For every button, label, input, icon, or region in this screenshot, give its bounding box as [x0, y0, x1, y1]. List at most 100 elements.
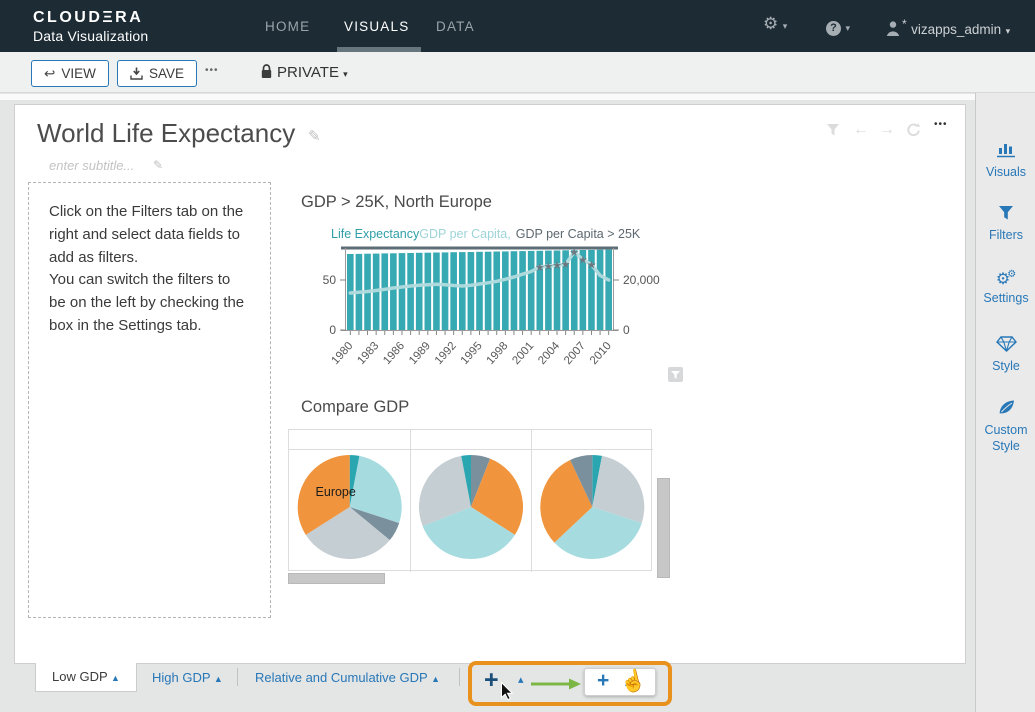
toolbar-divider	[0, 94, 1035, 100]
privacy-dropdown[interactable]: PRIVATE ▾	[260, 64, 348, 81]
settings-menu-button[interactable]: ⚙ ▾	[763, 14, 787, 34]
tab-label: Relative and Cumulative GDP	[255, 670, 428, 685]
nav-visuals[interactable]: VISUALS	[344, 19, 410, 34]
note-line: Click on the Filters tab on the right an…	[49, 203, 244, 266]
leaf-icon	[999, 400, 1014, 414]
trellis-gridline	[289, 449, 653, 450]
trellis-gridline	[410, 430, 411, 572]
legend-gdp-per-capita[interactable]: GDP per Capita,	[419, 227, 511, 241]
svg-text:Europe: Europe	[316, 485, 356, 499]
user-menu-button[interactable]: * vizapps_admin ▾	[886, 17, 1010, 39]
note-line: You can switch the filters to be on the …	[49, 271, 245, 334]
pie-chart-title: Compare GDP	[301, 398, 410, 416]
caret-up-icon: ▲	[431, 674, 440, 684]
chart-legend: Life ExpectancyGDP per Capita, GDP per Ca…	[331, 225, 640, 243]
svg-text:50: 50	[323, 273, 337, 287]
add-tab-button[interactable]: +	[484, 666, 499, 694]
plus-icon: +	[597, 669, 610, 692]
back-icon[interactable]: ←	[853, 121, 869, 138]
top-navbar: CLOUDΞRA Data Visualization HOME VISUALS…	[0, 0, 1035, 52]
mouse-cursor-icon	[501, 682, 514, 701]
widget-filter-badge[interactable]	[668, 367, 683, 382]
chevron-down-icon: ▾	[845, 23, 850, 33]
svg-text:2004: 2004	[536, 340, 562, 367]
chevron-down-icon: ▾	[1005, 26, 1011, 36]
sidebar-item-custom-style[interactable]: Custom Style	[976, 399, 1035, 454]
svg-text:★: ★	[561, 259, 571, 271]
bar-chart-title: GDP > 25K, North Europe	[301, 193, 492, 211]
svg-text:1992: 1992	[433, 340, 459, 367]
subtitle-placeholder[interactable]: enter subtitle...	[49, 158, 135, 173]
edit-title-pencil-icon[interactable]: ✎	[308, 128, 321, 145]
tab-label: Low GDP	[52, 669, 108, 684]
sidebar-item-filters[interactable]: Filters	[976, 206, 1035, 244]
caret-up-icon: ▲	[111, 673, 120, 683]
back-arrow-icon: ↩	[44, 66, 56, 81]
funnel-icon	[671, 371, 680, 379]
gear-icon: ⚙	[763, 14, 779, 33]
add-tab-dropdown-button[interactable]: + ▴	[584, 668, 656, 696]
tab-separator	[459, 668, 460, 686]
save-icon	[130, 67, 143, 80]
toolbar-more-button[interactable]: •••	[205, 65, 219, 76]
logo-line1: CLOUDΞRA	[33, 9, 144, 26]
dashboard-canvas: World Life Expectancy ✎ ← → ••• enter su…	[14, 104, 966, 664]
view-button-label: VIEW	[61, 66, 96, 81]
refresh-icon[interactable]	[906, 123, 921, 142]
sidebar-item-style[interactable]: Style	[976, 336, 1035, 375]
save-button[interactable]: SAVE	[117, 60, 198, 87]
legend-life-expectancy[interactable]: Life Expectancy	[331, 227, 420, 241]
dashboard-more-button[interactable]: •••	[934, 119, 948, 130]
sidebar-item-label: Style	[992, 359, 1020, 373]
active-nav-underline	[337, 47, 421, 52]
svg-text:1983: 1983	[355, 340, 381, 367]
dashboard-title[interactable]: World Life Expectancy	[37, 118, 296, 148]
forward-icon[interactable]: →	[879, 121, 895, 138]
edit-subtitle-pencil-icon[interactable]: ✎	[153, 158, 164, 172]
svg-text:2001: 2001	[510, 340, 536, 367]
bar-chart-widget[interactable]: GDP > 25K, North Europe Life ExpectancyG…	[287, 186, 707, 391]
svg-text:★: ★	[578, 254, 588, 266]
svg-text:1989: 1989	[407, 340, 433, 367]
nav-data[interactable]: DATA	[436, 19, 475, 34]
sidebar-item-label: Settings	[983, 291, 1029, 305]
sidebar-item-visuals[interactable]: Visuals	[976, 141, 1035, 181]
sidebar-item-label: Filters	[988, 228, 1024, 242]
chevron-down-icon: ▾	[782, 21, 788, 31]
trellis-gridline	[531, 430, 532, 572]
pie-chart-widget[interactable]: Compare GDP Europe	[287, 395, 687, 585]
instructions-text-widget[interactable]: Click on the Filters tab on the right an…	[28, 182, 271, 618]
help-menu-button[interactable]: ? ▾	[826, 18, 850, 36]
right-sidebar: Visuals Filters ⚙⚙ Settings Style Custom…	[975, 93, 1035, 712]
svg-text:2007: 2007	[562, 340, 588, 367]
cloudera-logo[interactable]: CLOUDΞRA Data Visualization	[33, 9, 148, 44]
save-button-label: SAVE	[149, 66, 185, 81]
svg-text:1998: 1998	[485, 340, 511, 367]
vertical-scrollbar[interactable]	[657, 478, 670, 578]
view-button[interactable]: ↩ VIEW	[31, 60, 109, 87]
svg-text:1986: 1986	[381, 340, 407, 367]
tab-relative-cumulative-gdp[interactable]: Relative and Cumulative GDP ▲	[255, 670, 440, 685]
svg-text:★: ★	[543, 261, 553, 273]
svg-text:★: ★	[587, 259, 597, 271]
legend-gdp-over-25k[interactable]: GDP per Capita > 25K	[515, 227, 641, 241]
sidebar-item-label: Custom Style	[984, 423, 1028, 453]
nav-home[interactable]: HOME	[265, 19, 311, 34]
svg-text:20,000: 20,000	[623, 273, 660, 287]
funnel-icon	[999, 206, 1013, 220]
lock-icon	[261, 64, 272, 78]
dashboard-filter-icon[interactable]	[826, 124, 840, 142]
tab-high-gdp[interactable]: High GDP ▲	[152, 670, 223, 685]
add-tab-highlight-box: + ▴ + ▴ ☝	[468, 661, 672, 706]
caret-up-small-icon[interactable]: ▴	[518, 674, 524, 686]
tab-low-gdp[interactable]: Low GDP ▲	[35, 663, 137, 692]
gears-icon-small: ⚙	[1007, 269, 1017, 280]
svg-text:0: 0	[329, 323, 336, 337]
tab-separator	[237, 668, 238, 686]
edit-toolbar: ↩ VIEW SAVE ••• PRIVATE ▾	[0, 52, 1035, 93]
caret-up-icon: ▲	[213, 674, 223, 684]
horizontal-scrollbar[interactable]	[288, 573, 385, 584]
svg-text:★: ★	[569, 247, 579, 259]
sidebar-item-settings[interactable]: ⚙⚙ Settings	[976, 269, 1035, 307]
